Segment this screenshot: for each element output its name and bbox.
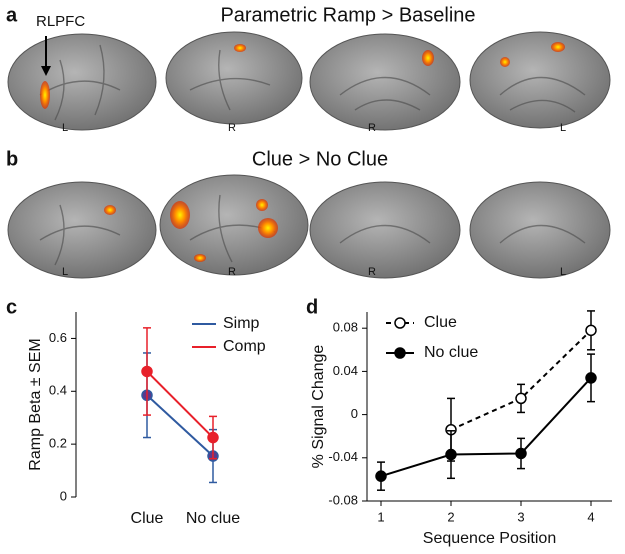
- y-tick-label: 0.04: [333, 363, 358, 378]
- legend-label: Simp: [223, 315, 260, 332]
- y-tick-label: 0.2: [49, 436, 67, 451]
- series-line: [146, 394, 214, 457]
- panel-title: Clue > No Clue: [252, 148, 388, 170]
- panel-label: d: [306, 296, 318, 318]
- hemisphere-label: R: [368, 266, 376, 278]
- brain-images: [7, 31, 611, 279]
- y-tick-label: 0: [60, 488, 67, 503]
- y-tick-label: 0.6: [49, 330, 67, 345]
- legend-label: Comp: [223, 338, 266, 355]
- series-line: [146, 370, 214, 439]
- data-point: [515, 392, 527, 405]
- x-tick-label: No clue: [186, 510, 240, 527]
- hemisphere-label: R: [228, 266, 236, 278]
- x-tick-label: 2: [447, 509, 454, 524]
- hemisphere-label: L: [560, 266, 566, 278]
- x-tick-label: 3: [517, 509, 524, 524]
- data-point: [207, 431, 219, 444]
- x-tick-label: 1: [377, 509, 384, 524]
- y-tick-label: 0: [351, 406, 358, 421]
- legend-label: Clue: [424, 314, 457, 331]
- y-tick-label: -0.08: [328, 492, 358, 507]
- hemisphere-label: L: [560, 122, 566, 134]
- hemisphere-label: L: [62, 122, 68, 134]
- hemisphere-label: R: [368, 122, 376, 134]
- data-point: [515, 447, 527, 460]
- data-point: [445, 448, 457, 461]
- data-point: [141, 365, 153, 378]
- data-point: [375, 470, 387, 482]
- panel-label: b: [6, 148, 18, 170]
- series-line: [380, 377, 592, 478]
- annotation: RLPFC: [36, 13, 85, 30]
- hemisphere-label: L: [62, 266, 68, 278]
- data-point: [585, 372, 597, 384]
- panel-label: a: [6, 4, 18, 26]
- x-axis-label: Sequence Position: [423, 530, 556, 547]
- panel-title: Parametric Ramp > Baseline: [220, 4, 475, 26]
- y-tick-label: 0.4: [49, 383, 67, 398]
- x-tick-label: Clue: [131, 510, 164, 527]
- y-axis-label: Ramp Beta ± SEM: [27, 338, 44, 470]
- y-tick-label: -0.04: [328, 449, 358, 464]
- legend-label: No clue: [424, 344, 478, 361]
- legend-marker: [394, 317, 406, 329]
- data-point: [585, 324, 597, 337]
- y-axis-label: % Signal Change: [310, 345, 327, 469]
- y-tick-label: 0.08: [333, 320, 358, 335]
- x-tick-label: 4: [587, 509, 594, 524]
- hemisphere-label: R: [228, 122, 236, 134]
- panel-label: c: [6, 296, 17, 318]
- legend-marker: [394, 347, 406, 359]
